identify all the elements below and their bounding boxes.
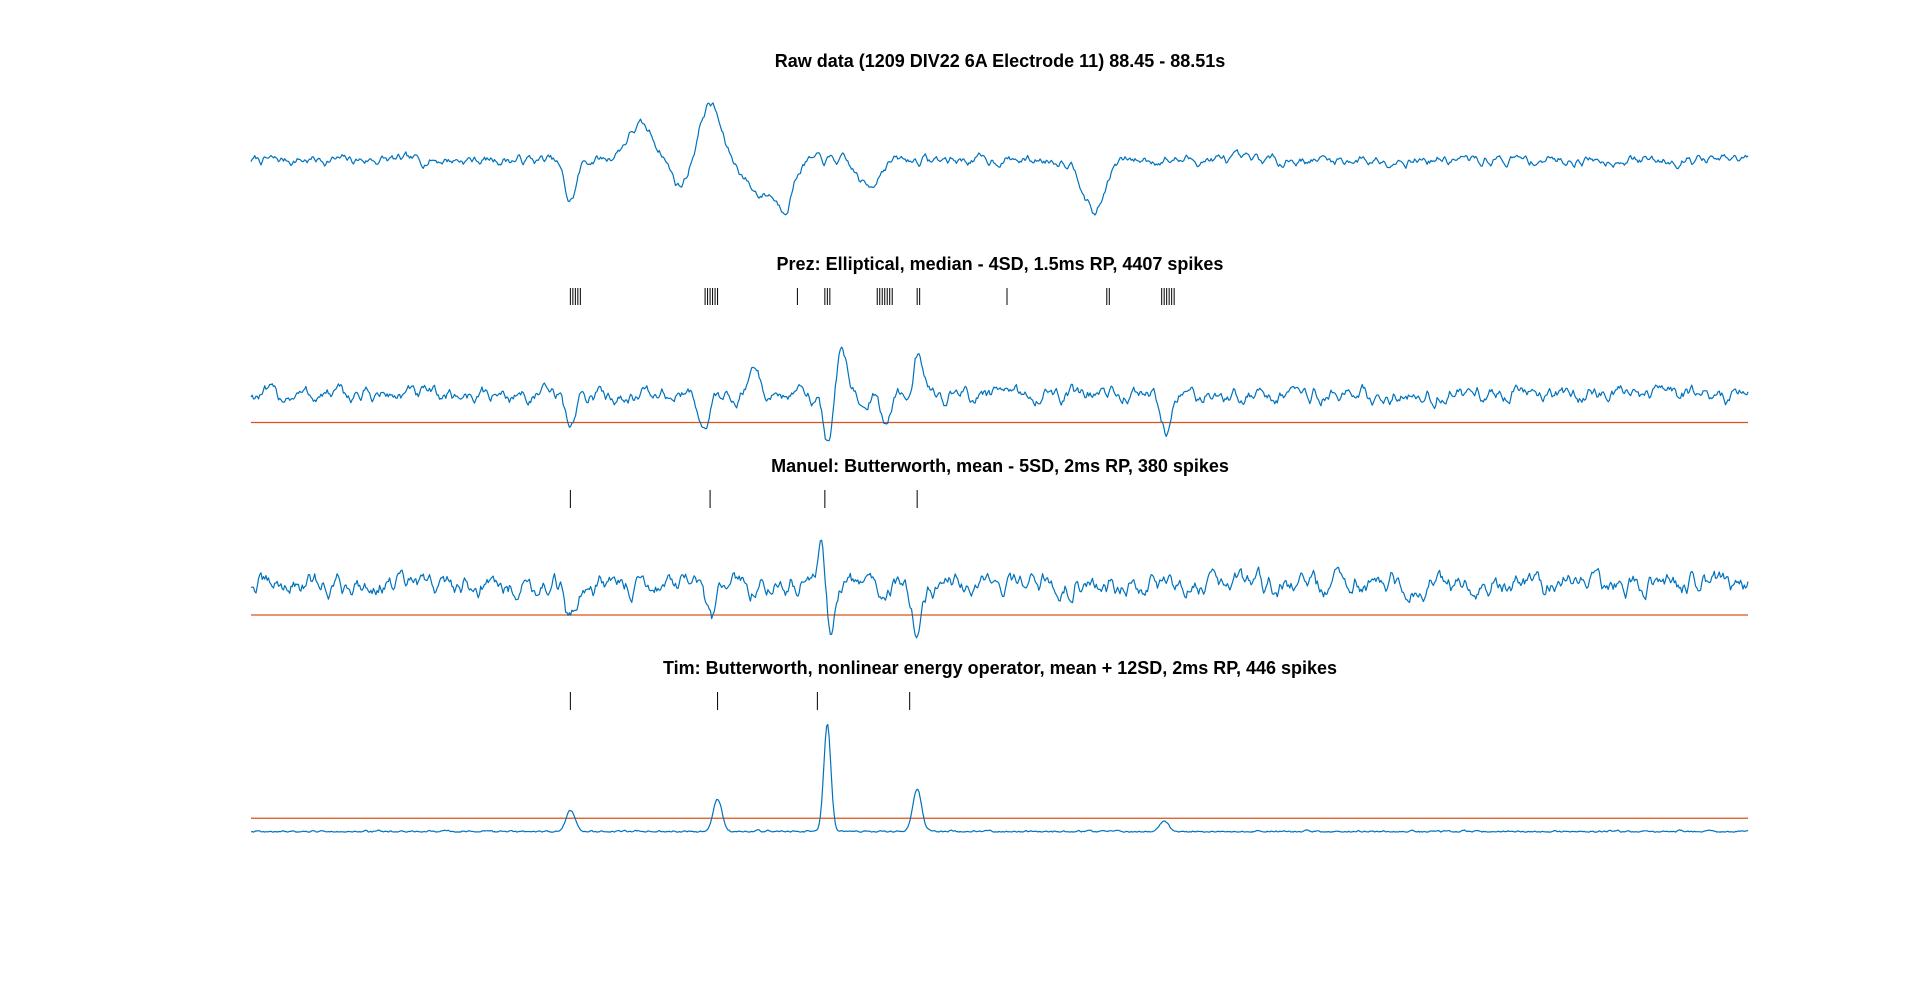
signal-trace-raw-data <box>250 102 1749 216</box>
panel-manuel: Manuel: Butterworth, mean - 5SD, 2ms RP,… <box>251 456 1749 639</box>
panel-tim: Tim: Butterworth, nonlinear energy opera… <box>250 658 1749 833</box>
panel-title-manuel: Manuel: Butterworth, mean - 5SD, 2ms RP,… <box>771 456 1229 476</box>
panel-title-raw-data: Raw data (1209 DIV22 6A Electrode 11) 88… <box>775 51 1226 71</box>
panel-prez: Prez: Elliptical, median - 4SD, 1.5ms RP… <box>250 254 1749 442</box>
energy-trace-tim-group <box>250 723 1749 833</box>
spike-raster-prez <box>569 288 1175 305</box>
panel-raw-data: Raw data (1209 DIV22 6A Electrode 11) 88… <box>250 51 1749 216</box>
filtered-trace-manuel-group <box>251 539 1749 639</box>
filtered-trace-prez-group <box>250 346 1749 442</box>
panel-title-prez: Prez: Elliptical, median - 4SD, 1.5ms RP… <box>777 254 1224 274</box>
signal-trace-prez <box>250 346 1749 442</box>
panel-title-tim: Tim: Butterworth, nonlinear energy opera… <box>663 658 1337 678</box>
signal-trace-manuel <box>251 539 1749 639</box>
spike-raster-manuel <box>569 490 918 508</box>
spike-raster-tim <box>569 692 911 710</box>
raw-trace-group <box>250 102 1749 216</box>
signal-trace-tim <box>250 723 1749 833</box>
